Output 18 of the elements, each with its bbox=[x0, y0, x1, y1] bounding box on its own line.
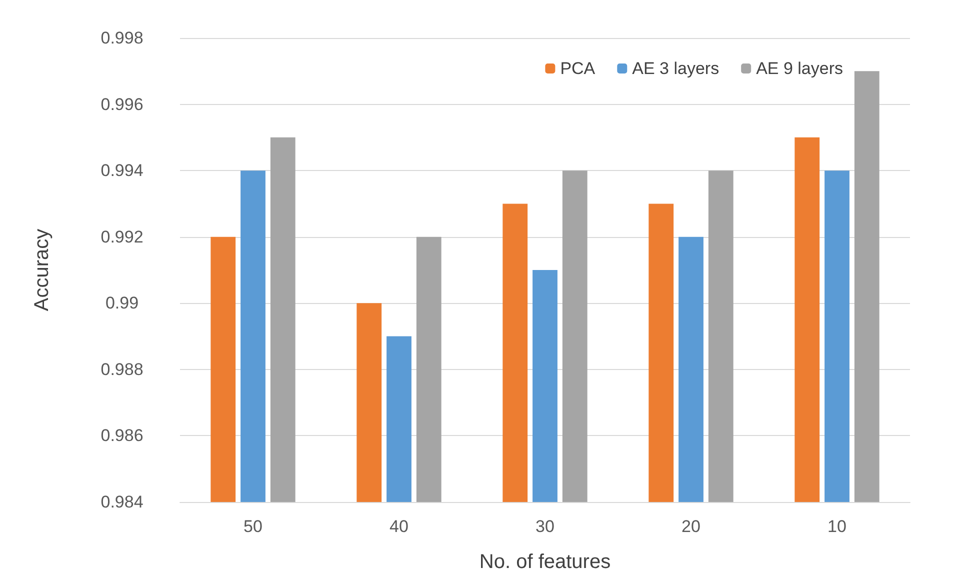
y-tick-label: 0.994 bbox=[100, 161, 144, 180]
y-tick-label: 0.996 bbox=[100, 94, 144, 114]
y-tick-label: 0.99 bbox=[105, 294, 139, 313]
y-tick-label: 0.988 bbox=[100, 360, 144, 379]
y-tick-label: 0.998 bbox=[100, 28, 144, 48]
x-tick-label: 20 bbox=[682, 517, 700, 536]
x-tick-label: 10 bbox=[828, 517, 846, 536]
x-tick-label: 40 bbox=[390, 517, 408, 536]
x-axis-title: No. of features bbox=[479, 551, 611, 573]
legend-label: PCA bbox=[560, 59, 596, 78]
x-tick-label: 50 bbox=[244, 517, 262, 536]
y-tick-label: 0.992 bbox=[100, 227, 144, 246]
legend-label: AE 3 layers bbox=[632, 59, 720, 78]
y-axis-title: Accuracy bbox=[31, 228, 53, 312]
y-tick-label: 0.984 bbox=[100, 492, 144, 512]
legend-label: AE 9 layers bbox=[756, 59, 844, 78]
y-tick-label: 0.986 bbox=[100, 426, 144, 446]
x-tick-label: 30 bbox=[536, 517, 554, 536]
